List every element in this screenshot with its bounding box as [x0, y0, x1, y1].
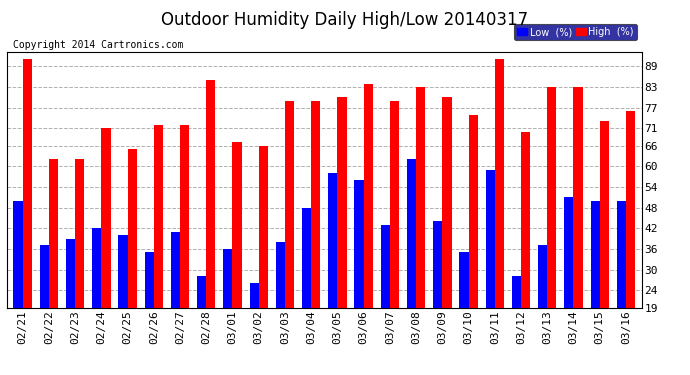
Bar: [433, 221, 442, 373]
Bar: [381, 225, 390, 373]
Bar: [119, 235, 128, 373]
Text: Outdoor Humidity Daily High/Low 20140317: Outdoor Humidity Daily High/Low 20140317: [161, 11, 529, 29]
Bar: [442, 97, 451, 373]
Bar: [328, 173, 337, 373]
Bar: [171, 232, 180, 373]
Bar: [390, 101, 399, 373]
Bar: [573, 87, 582, 373]
Bar: [495, 59, 504, 373]
Bar: [460, 252, 469, 373]
Bar: [512, 276, 521, 373]
Bar: [521, 132, 530, 373]
Bar: [407, 159, 416, 373]
Bar: [250, 284, 259, 373]
Bar: [538, 246, 547, 373]
Bar: [600, 122, 609, 373]
Bar: [75, 159, 84, 373]
Bar: [311, 101, 320, 373]
Bar: [233, 142, 241, 373]
Bar: [92, 228, 101, 373]
Text: Copyright 2014 Cartronics.com: Copyright 2014 Cartronics.com: [13, 40, 184, 50]
Bar: [469, 114, 477, 373]
Bar: [259, 146, 268, 373]
Bar: [591, 201, 600, 373]
Bar: [302, 208, 311, 373]
Bar: [416, 87, 425, 373]
Bar: [224, 249, 233, 373]
Bar: [276, 242, 285, 373]
Bar: [145, 252, 154, 373]
Bar: [206, 80, 215, 373]
Bar: [547, 87, 556, 373]
Bar: [23, 59, 32, 373]
Bar: [101, 128, 110, 373]
Bar: [40, 246, 49, 373]
Bar: [49, 159, 58, 373]
Bar: [564, 197, 573, 373]
Bar: [180, 125, 189, 373]
Bar: [364, 84, 373, 373]
Bar: [197, 276, 206, 373]
Bar: [355, 180, 364, 373]
Bar: [486, 170, 495, 373]
Bar: [285, 101, 294, 373]
Bar: [626, 111, 635, 373]
Bar: [337, 97, 346, 373]
Bar: [66, 238, 75, 373]
Bar: [617, 201, 626, 373]
Bar: [154, 125, 163, 373]
Legend: Low  (%), High  (%): Low (%), High (%): [514, 24, 637, 40]
Bar: [128, 149, 137, 373]
Bar: [14, 201, 23, 373]
